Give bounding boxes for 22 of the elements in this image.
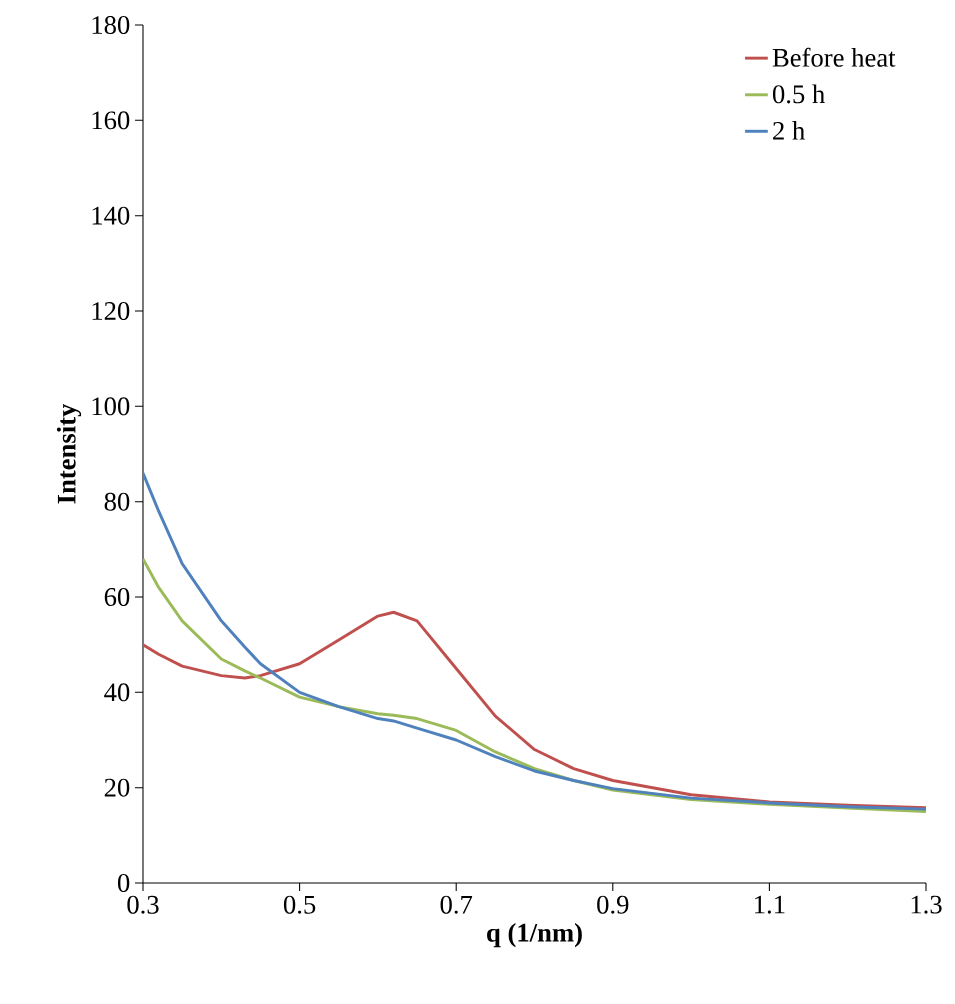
x-tick-label: 0.5 [283, 895, 316, 914]
y-tick-label: 60 [104, 588, 130, 606]
y-tick-label: 100 [92, 397, 130, 416]
x-tick-label: 1.1 [755, 895, 785, 914]
y-tick-label: 120 [92, 302, 130, 320]
y-tick-label: 140 [92, 206, 130, 225]
y-tick-label: 180 [92, 16, 130, 34]
y-tick-label: 80 [104, 492, 130, 511]
y-tick-label: 160 [92, 111, 130, 130]
legend-label: Before heat [772, 47, 896, 67]
x-axis-title: q (1/nm) [487, 922, 582, 948]
x-tick-label: 0.3 [127, 895, 159, 914]
line-series [143, 471, 926, 811]
y-tick-label: 0 [117, 874, 130, 892]
x-tick-label: 0.9 [597, 895, 629, 914]
y-tick-label: 40 [104, 683, 130, 702]
legend-label: 0.5 h [772, 84, 825, 104]
y-axis-title: Intensity [56, 403, 82, 504]
x-tick-label: 0.7 [440, 895, 473, 914]
y-tick-label: 20 [104, 778, 130, 797]
x-tick-label: 1.3 [911, 895, 942, 914]
legend-label: 2 h [773, 121, 805, 140]
